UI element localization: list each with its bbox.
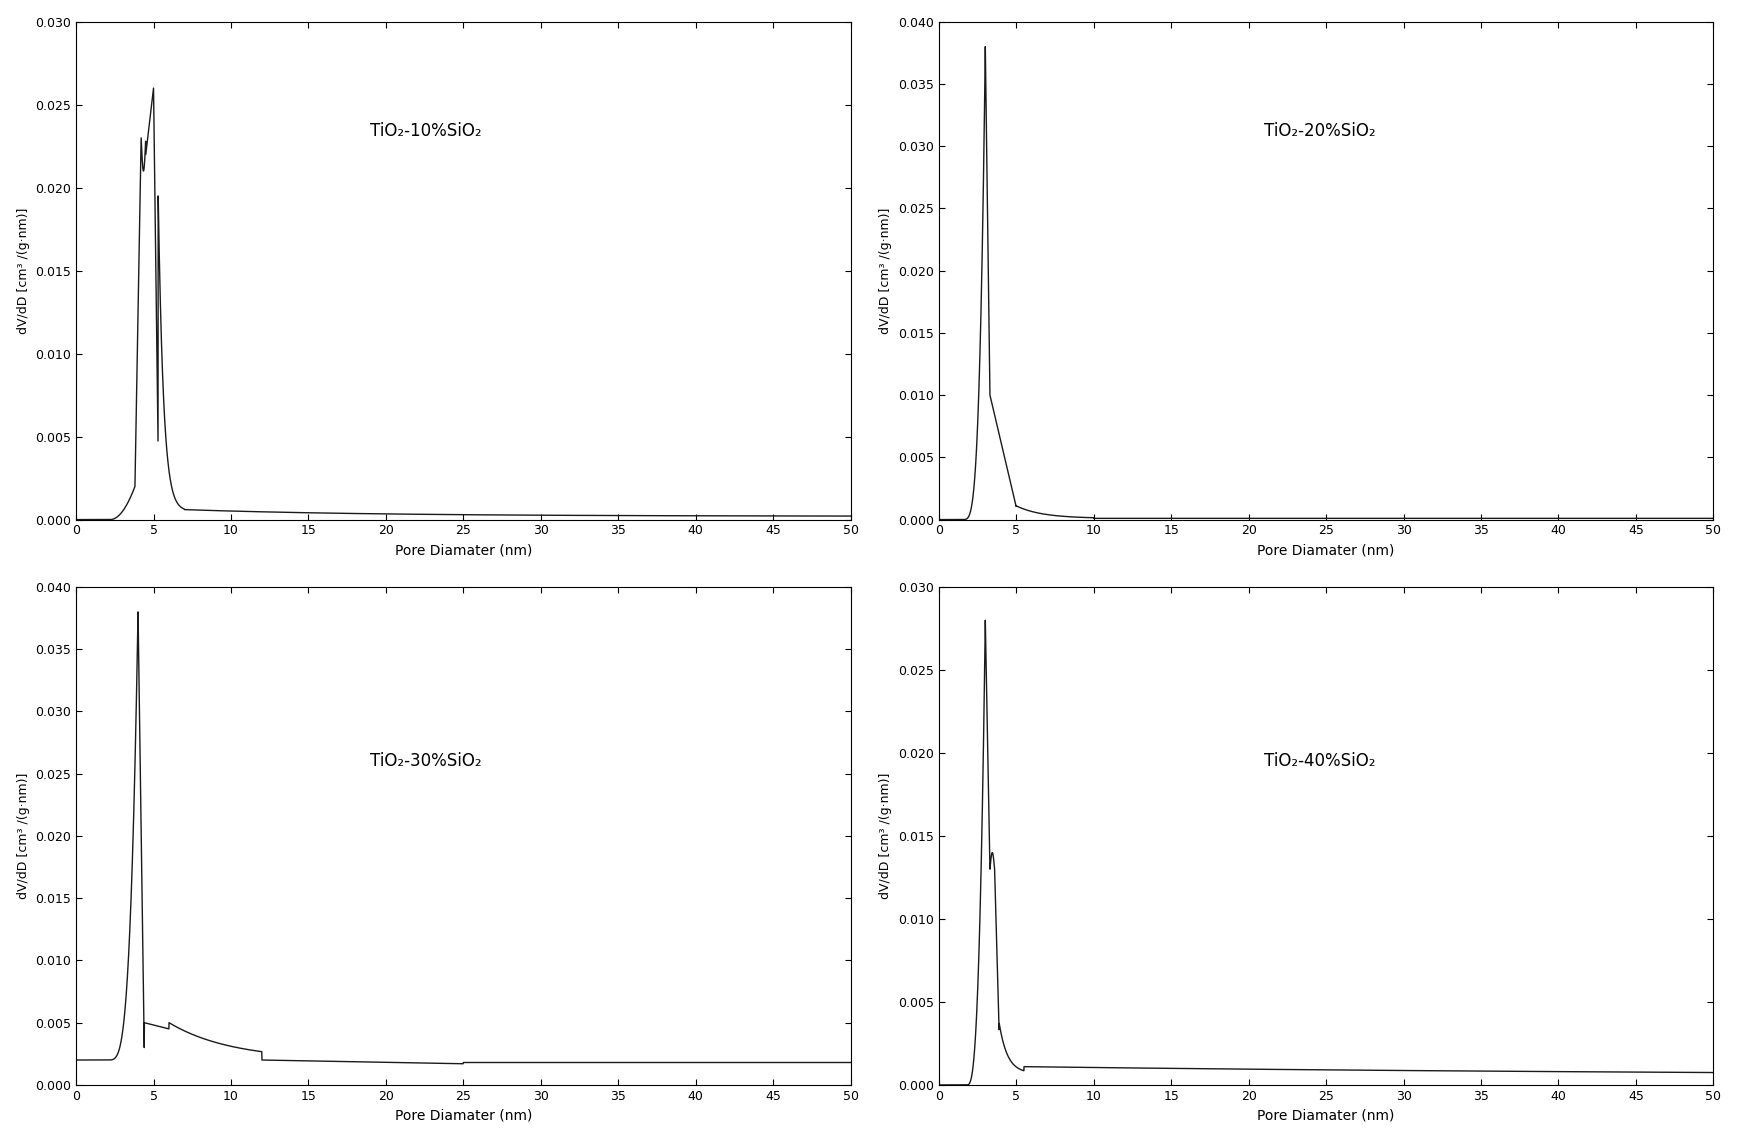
Text: TiO₂-20%SiO₂: TiO₂-20%SiO₂ bbox=[1264, 122, 1376, 140]
X-axis label: Pore Diamater (nm): Pore Diamater (nm) bbox=[1257, 1108, 1396, 1122]
Y-axis label: dV/dD [cm³ /(g·nm)]: dV/dD [cm³ /(g·nm)] bbox=[879, 772, 892, 899]
Y-axis label: dV/dD [cm³ /(g·nm)]: dV/dD [cm³ /(g·nm)] bbox=[17, 772, 30, 899]
Y-axis label: dV/dD [cm³ /(g·nm)]: dV/dD [cm³ /(g·nm)] bbox=[879, 207, 892, 334]
Text: TiO₂-40%SiO₂: TiO₂-40%SiO₂ bbox=[1264, 752, 1375, 770]
X-axis label: Pore Diamater (nm): Pore Diamater (nm) bbox=[395, 543, 532, 557]
Text: TiO₂-30%SiO₂: TiO₂-30%SiO₂ bbox=[370, 752, 481, 770]
X-axis label: Pore Diamater (nm): Pore Diamater (nm) bbox=[395, 1108, 532, 1122]
Text: TiO₂-10%SiO₂: TiO₂-10%SiO₂ bbox=[370, 122, 481, 140]
X-axis label: Pore Diamater (nm): Pore Diamater (nm) bbox=[1257, 543, 1396, 557]
Y-axis label: dV/dD [cm³ /(g·nm)]: dV/dD [cm³ /(g·nm)] bbox=[17, 207, 30, 334]
